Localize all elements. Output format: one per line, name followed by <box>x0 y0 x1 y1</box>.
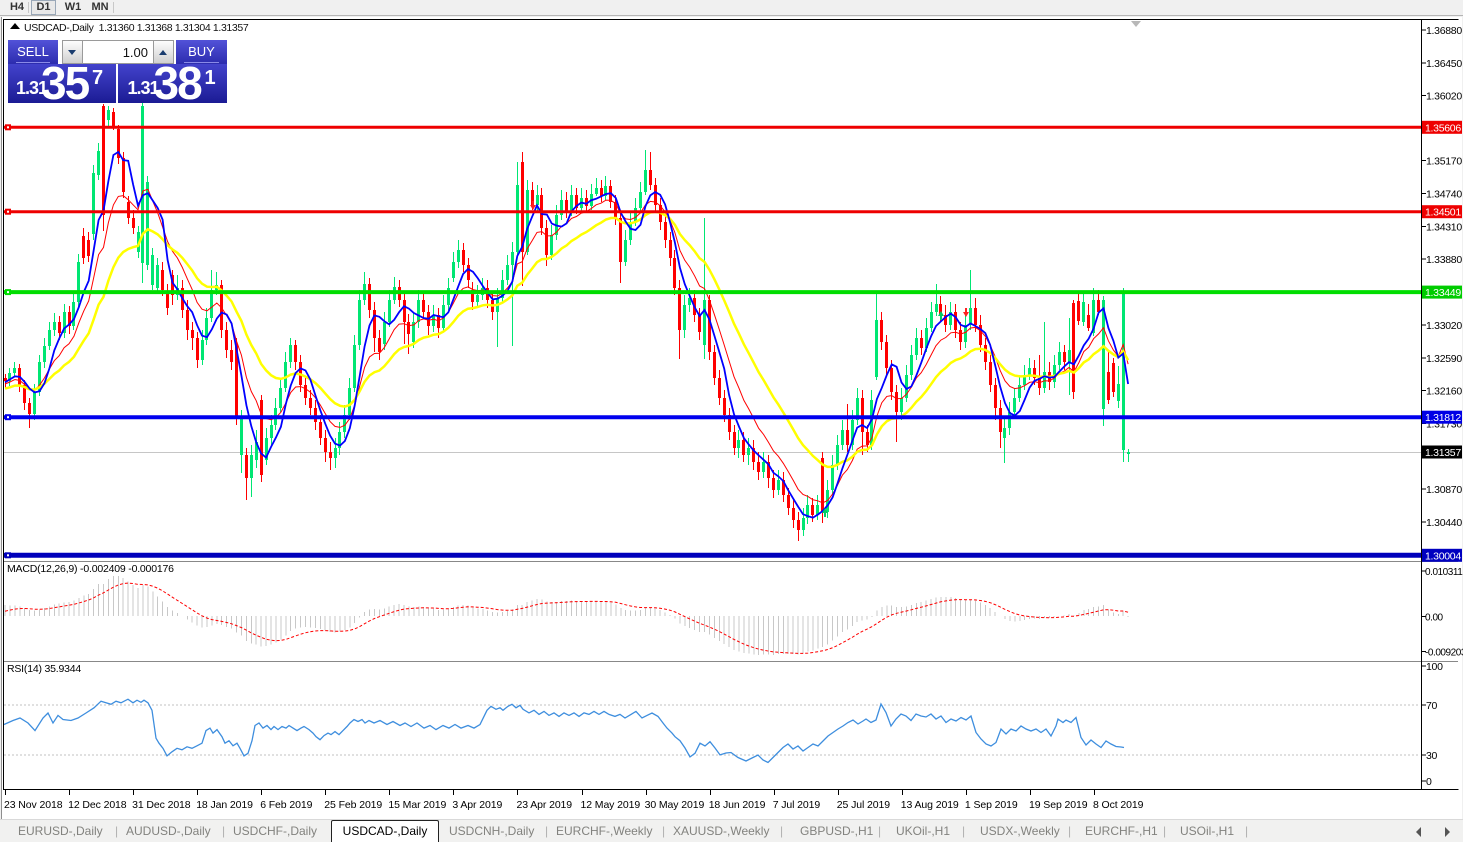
svg-text:7 Jul 2019: 7 Jul 2019 <box>773 799 821 811</box>
svg-text:8 Oct 2019: 8 Oct 2019 <box>1093 799 1144 811</box>
svg-text:25 Jul 2019: 25 Jul 2019 <box>837 799 890 811</box>
svg-text:1.32590: 1.32590 <box>1426 353 1462 365</box>
svg-text:1.32160: 1.32160 <box>1426 386 1462 398</box>
svg-text:1.31357: 1.31357 <box>1425 447 1461 459</box>
svg-text:1.30870: 1.30870 <box>1426 484 1462 496</box>
svg-text:1.34310: 1.34310 <box>1426 221 1462 233</box>
svg-text:70: 70 <box>1426 700 1438 712</box>
svg-text:1.33880: 1.33880 <box>1426 254 1462 266</box>
svg-text:25 Feb 2019: 25 Feb 2019 <box>324 799 382 811</box>
svg-text:15 Mar 2019: 15 Mar 2019 <box>388 799 446 811</box>
svg-text:0.00: 0.00 <box>1425 612 1444 623</box>
svg-text:1.31812: 1.31812 <box>1425 412 1461 424</box>
svg-text:30 May 2019: 30 May 2019 <box>645 799 705 811</box>
svg-text:19 Sep 2019: 19 Sep 2019 <box>1029 799 1088 811</box>
svg-text:1 Sep 2019: 1 Sep 2019 <box>965 799 1018 811</box>
svg-text:100: 100 <box>1426 661 1443 673</box>
svg-text:23 Apr 2019: 23 Apr 2019 <box>517 799 573 811</box>
svg-text:1.33449: 1.33449 <box>1425 287 1461 299</box>
svg-text:12 May 2019: 12 May 2019 <box>581 799 641 811</box>
svg-text:1.36020: 1.36020 <box>1426 91 1462 103</box>
svg-text:1.34740: 1.34740 <box>1426 189 1462 201</box>
svg-text:1.36880: 1.36880 <box>1426 25 1462 37</box>
svg-text:13 Aug 2019: 13 Aug 2019 <box>901 799 959 811</box>
svg-text:18 Jan 2019: 18 Jan 2019 <box>196 799 253 811</box>
svg-text:23 Nov 2018: 23 Nov 2018 <box>4 799 63 811</box>
svg-text:1.34501: 1.34501 <box>1425 207 1461 219</box>
svg-text:6 Feb 2019: 6 Feb 2019 <box>260 799 312 811</box>
svg-text:1.30440: 1.30440 <box>1426 517 1462 529</box>
svg-text:18 Jun 2019: 18 Jun 2019 <box>709 799 766 811</box>
svg-text:MACD(12,26,9) -0.002409 -0.000: MACD(12,26,9) -0.002409 -0.000176 <box>7 563 174 575</box>
svg-text:1.35606: 1.35606 <box>1425 122 1461 134</box>
svg-text:1.33020: 1.33020 <box>1426 320 1462 332</box>
svg-text:0.010311: 0.010311 <box>1425 567 1463 578</box>
svg-text:30: 30 <box>1426 750 1438 762</box>
svg-text:1.36450: 1.36450 <box>1426 58 1462 70</box>
svg-text:1.35170: 1.35170 <box>1426 156 1462 168</box>
svg-text:RSI(14) 35.9344: RSI(14) 35.9344 <box>7 663 81 675</box>
svg-text:12 Dec 2018: 12 Dec 2018 <box>68 799 127 811</box>
svg-text:3 Apr 2019: 3 Apr 2019 <box>452 799 502 811</box>
svg-text:USDCAD-,Daily 1.31360 1.31368: USDCAD-,Daily 1.31360 1.31368 1.31304 1.… <box>24 22 249 34</box>
svg-text:1.30004: 1.30004 <box>1425 550 1461 562</box>
svg-text:-0.009203: -0.009203 <box>1425 648 1463 659</box>
svg-text:31 Dec 2018: 31 Dec 2018 <box>132 799 191 811</box>
svg-text:0: 0 <box>1426 776 1432 788</box>
